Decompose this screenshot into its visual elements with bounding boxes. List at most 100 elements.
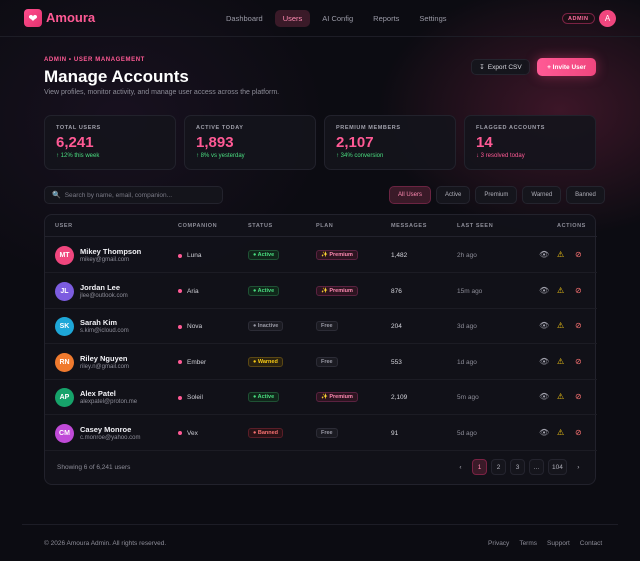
prev-page-button[interactable]: ‹ [459,463,462,471]
last-seen: 5d ago [457,429,477,437]
user-avatar[interactable]: A [599,10,616,27]
filter-active[interactable]: Active [436,186,471,204]
nav-item-users[interactable]: Users [274,10,311,27]
stat-label: FLAGGED ACCOUNTS [476,125,545,131]
ban-icon[interactable]: ⊘ [575,427,582,437]
role-badge: ADMIN [562,13,595,24]
column-header-plan[interactable]: PLAN [316,223,334,229]
ban-icon[interactable]: ⊘ [575,250,582,259]
nav-item-reports[interactable]: Reports [373,14,400,23]
user-name[interactable]: Sarah Kim [80,318,118,327]
filter-warned[interactable]: Warned [522,186,562,204]
page-kicker: ADMIN • USER MANAGEMENT [44,57,145,63]
user-name[interactable]: Mikey Thompson [80,247,142,256]
page-button-104[interactable]: 104 [548,459,567,475]
status-badge: ● Active [248,285,280,296]
page-button-1[interactable]: 1 [472,459,487,475]
next-page-button[interactable]: › [577,463,580,471]
nav-item-settings[interactable]: Settings [419,14,447,23]
last-seen: 5m ago [457,394,479,401]
ban-icon[interactable]: ⊘ [575,285,582,295]
warning-icon[interactable]: ⚠ [557,250,565,259]
page-subtitle: View profiles, monitor activity, and man… [44,89,280,96]
warning-icon[interactable]: ⚠ [557,321,565,330]
avatar: MT [55,246,74,265]
user-email: riley.n@gmail.com [80,363,129,370]
companion: Ember [178,359,206,366]
plan-badge: ✨ Premium [316,285,358,296]
filter-banned[interactable]: Banned [566,186,605,204]
companion-dot [178,289,182,293]
stat-value: 2,107 [336,134,374,151]
user-name[interactable]: Jordan Lee [80,282,121,292]
footer-link-terms[interactable]: Terms [519,540,538,547]
pagination: ‹ 1 2 3 ... 104 › [453,459,586,475]
eye-icon[interactable]: 👁 [539,321,550,330]
table-row[interactable]: AP Alex Patel alexpatel@proton.me Soleil… [45,380,597,415]
user-email: mikey@gmail.com [80,257,130,263]
message-count: 2,109 [391,394,408,401]
ban-icon[interactable]: ⊘ [575,321,582,330]
eye-icon[interactable]: 👁 [539,427,550,437]
status-badge: ● Warned [248,356,283,367]
column-header-companion[interactable]: COMPANION [178,223,218,229]
stat-value: 6,241 [56,134,94,151]
companion-name: Soleil [187,394,203,401]
warning-icon[interactable]: ⚠ [557,285,565,295]
companion-name: Vex [187,429,198,437]
export-csv-button[interactable]: ↧ Export CSV [471,59,530,75]
page-title: Manage Accounts [44,67,189,86]
warning-icon[interactable]: ⚠ [557,356,565,366]
last-seen: 3d ago [457,323,477,330]
page-button-3[interactable]: 3 [510,459,525,475]
user-name[interactable]: Riley Nguyen [80,353,128,363]
last-seen: 15m ago [457,287,483,295]
companion: Aria [178,288,199,295]
table-row[interactable]: CM Casey Monroe c.monroe@yahoo.com Vex ●… [45,416,597,451]
table-row[interactable]: JL Jordan Lee jlee@outlook.com Aria ● Ac… [45,274,597,309]
footer-link-support[interactable]: Support [547,540,570,547]
eye-icon[interactable]: 👁 [539,285,550,295]
nav-item-dashboard[interactable]: Dashboard [226,14,263,23]
warning-icon[interactable]: ⚠ [557,427,565,437]
main-nav: Dashboard Users AI Config Reports Settin… [218,10,455,27]
user-email: alexpatel@proton.me [80,399,138,405]
column-header-last-seen[interactable]: LAST SEEN [457,223,494,229]
eye-icon[interactable]: 👁 [539,356,550,366]
heart-icon[interactable]: ❤ [24,9,42,27]
column-header-status[interactable]: STATUS [248,223,273,229]
ban-icon[interactable]: ⊘ [575,356,582,366]
invite-user-button[interactable]: + Invite User [537,58,596,76]
companion: Nova [178,323,202,330]
export-csv-label: Export CSV [487,63,522,71]
user-name[interactable]: Alex Patel [80,389,116,398]
stat-delta: ↑ 12% this week [56,153,100,159]
table-row[interactable]: MT Mikey Thompson mikey@gmail.com Luna ●… [45,238,597,273]
last-seen: 2h ago [457,252,477,259]
search-box: 🔍 [44,186,223,204]
column-header-messages[interactable]: MESSAGES [391,223,427,229]
footer-links: Privacy Terms Support Contact [488,540,602,547]
plan-badge: Free [316,356,338,367]
table-row[interactable]: SK Sarah Kim s.kim@icloud.com Nova ● Ina… [45,309,597,344]
users-table: USER COMPANION STATUS PLAN MESSAGES LAST… [44,214,597,485]
plan-badge: Free [316,427,338,438]
column-header-user[interactable]: USER [55,223,73,229]
page-button-2[interactable]: 2 [491,459,506,475]
message-count: 1,482 [391,252,408,259]
companion-name: Ember [187,358,207,366]
eye-icon[interactable]: 👁 [539,392,550,401]
warning-icon[interactable]: ⚠ [557,392,565,401]
footer-link-contact[interactable]: Contact [579,540,603,547]
eye-icon[interactable]: 👁 [539,250,550,259]
ban-icon[interactable]: ⊘ [575,392,582,401]
table-row[interactable]: RN Riley Nguyen riley.n@gmail.com Ember … [45,345,597,380]
user-name[interactable]: Casey Monroe [80,424,132,434]
filter-premium[interactable]: Premium [475,186,518,204]
footer-link-privacy[interactable]: Privacy [488,540,510,547]
search-input[interactable] [64,191,215,199]
nav-item-ai-config[interactable]: AI Config [322,14,354,23]
brand-name[interactable]: Amoura [46,10,96,25]
filter-all-users[interactable]: All Users [389,186,432,204]
message-count: 553 [391,358,402,366]
